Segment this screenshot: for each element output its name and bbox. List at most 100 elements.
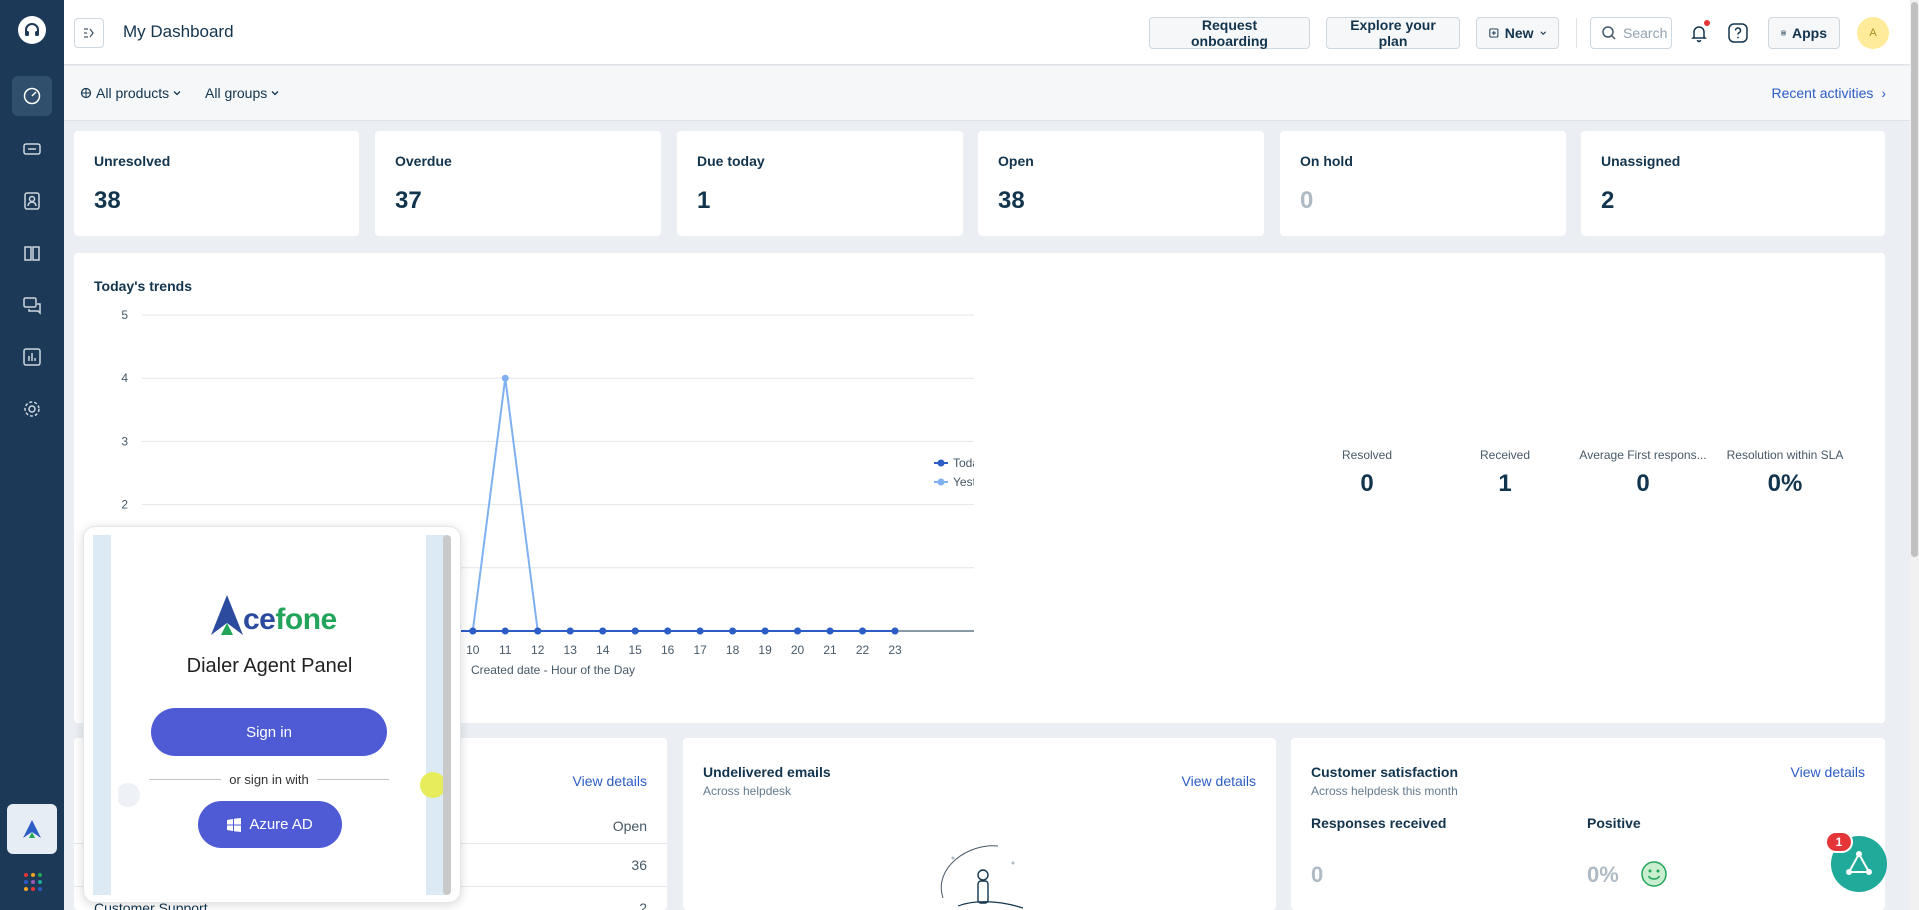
card-subtitle: Across helpdesk this month <box>1311 784 1458 798</box>
plus-square-icon <box>1489 28 1499 38</box>
sidebar-item-dashboard[interactable] <box>12 76 52 116</box>
scrollbar-thumb[interactable] <box>1911 2 1918 557</box>
empty-state-illustration <box>940 845 1024 909</box>
stat-card-overdue[interactable]: Overdue 37 <box>375 131 661 236</box>
x-tick-label: 19 <box>758 643 772 657</box>
new-dropdown-button[interactable]: New <box>1476 17 1559 49</box>
row-value: 36 <box>631 857 647 873</box>
apps-icon <box>1781 30 1786 36</box>
collapse-icon <box>84 28 94 38</box>
data-point-today <box>631 627 639 635</box>
search-input[interactable]: Search <box>1590 17 1672 49</box>
x-tick-label: 21 <box>823 643 837 657</box>
page-title: My Dashboard <box>123 22 234 41</box>
legend-label: Today <box>953 456 974 470</box>
smiley-icon <box>1641 861 1667 887</box>
metric-value: 0 <box>1636 470 1650 497</box>
legend-marker <box>937 478 945 486</box>
view-details-link[interactable]: View details <box>1181 773 1256 789</box>
legend-marker <box>937 459 945 467</box>
y-tick-label: 4 <box>121 371 128 385</box>
page-scrollbar[interactable] <box>1910 0 1919 910</box>
x-tick-label: 23 <box>888 643 902 657</box>
sidebar-item-tickets[interactable] <box>12 129 52 169</box>
sidebar-item-solutions[interactable] <box>12 233 52 273</box>
sidebar-item-analytics[interactable] <box>12 337 52 377</box>
stat-label: Unassigned <box>1601 153 1681 169</box>
windows-icon <box>227 817 242 832</box>
row-label[interactable]: Customer Support <box>94 900 208 910</box>
notifications-button[interactable] <box>1684 17 1714 49</box>
acefone-app-icon[interactable] <box>7 804 57 854</box>
x-tick-label: 18 <box>726 643 740 657</box>
app-switcher-icon[interactable] <box>24 873 42 891</box>
headset-logo-icon[interactable] <box>18 16 46 44</box>
stat-label: Overdue <box>395 153 452 169</box>
request-onboarding-button[interactable]: Request onboarding <box>1149 17 1310 49</box>
metric-label: Resolved <box>1341 448 1393 462</box>
stat-value: 38 <box>94 187 121 214</box>
dialer-agent-panel-popup: cefone Dialer Agent Panel Sign in or sig… <box>83 526 461 903</box>
book-icon <box>24 246 40 261</box>
recent-activities-link[interactable]: Recent activities › <box>1772 85 1887 101</box>
azure-ad-button[interactable]: Azure AD <box>198 801 342 848</box>
view-details-link[interactable]: View details <box>572 773 647 789</box>
bell-icon <box>1691 26 1707 43</box>
x-tick-label: 17 <box>693 643 707 657</box>
stat-card-on-hold[interactable]: On hold 0 <box>1280 131 1566 236</box>
card-subtitle: Across helpdesk <box>703 784 792 798</box>
help-button[interactable] <box>1723 17 1753 49</box>
explore-plan-button[interactable]: Explore your plan <box>1326 17 1460 49</box>
apps-button[interactable]: Apps <box>1768 17 1840 49</box>
responses-value: 0 <box>1311 862 1324 887</box>
metric-first-response: Average First respons... 0 <box>1573 448 1713 498</box>
data-point-today <box>859 627 867 635</box>
metric-value: 0% <box>1767 470 1803 497</box>
data-point-today <box>696 627 704 635</box>
x-tick-label: 20 <box>791 643 805 657</box>
filter-bar: All products All groups Recent activitie… <box>64 66 1910 121</box>
data-point-today <box>566 627 574 635</box>
chevron-right-icon: › <box>1881 85 1886 101</box>
stat-card-open[interactable]: Open 38 <box>978 131 1264 236</box>
stat-card-unassigned[interactable]: Unassigned 2 <box>1581 131 1885 236</box>
data-point-today <box>664 627 672 635</box>
sidebar-item-admin[interactable] <box>12 389 52 429</box>
x-tick-label: 14 <box>596 643 610 657</box>
or-divider: or sign in with <box>149 772 390 787</box>
top-bar: My Dashboard Request onboarding Explore … <box>64 0 1910 65</box>
or-sign-in-with-label: or sign in with <box>229 772 309 787</box>
products-filter-label: All products <box>96 85 170 101</box>
stat-card-unresolved[interactable]: Unresolved 38 <box>74 131 359 236</box>
acefone-logo: cefone <box>211 595 337 635</box>
groups-filter[interactable]: All groups <box>205 85 279 101</box>
data-point-yesterday <box>501 374 509 382</box>
ticket-icon <box>23 143 41 155</box>
stat-value: 2 <box>1601 187 1615 214</box>
responses-label: Responses received <box>1311 815 1447 831</box>
notification-dot <box>1704 20 1710 26</box>
x-tick-label: 15 <box>628 643 642 657</box>
chat-unread-badge: 1 <box>1825 831 1853 853</box>
legend-label: Yesterday <box>953 475 974 489</box>
stat-card-due-today[interactable]: Due today 1 <box>677 131 963 236</box>
view-details-link[interactable]: View details <box>1790 764 1865 780</box>
products-filter[interactable]: All products <box>80 85 181 101</box>
popup-scrollbar[interactable] <box>443 535 451 895</box>
new-label: New <box>1504 25 1534 41</box>
positive-label: Positive <box>1587 815 1641 831</box>
sign-in-button[interactable]: Sign in <box>151 708 387 756</box>
sidebar-toggle-button[interactable] <box>74 18 104 48</box>
x-axis-label: Created date - Hour of the Day <box>471 663 635 677</box>
metric-resolution-sla: Resolution within SLA 0% <box>1715 448 1855 498</box>
user-avatar[interactable]: A <box>1857 17 1889 49</box>
positive-value: 0% <box>1587 862 1619 887</box>
metric-resolved: Resolved 0 <box>1297 448 1437 498</box>
stat-value: 1 <box>697 187 711 214</box>
metric-value: 0 <box>1360 470 1374 497</box>
sidebar-item-contacts[interactable] <box>12 181 52 221</box>
search-placeholder: Search <box>1623 25 1668 41</box>
decorative-ball-right <box>420 772 446 798</box>
data-point-today <box>469 627 477 635</box>
sidebar-item-forums[interactable] <box>12 285 52 325</box>
